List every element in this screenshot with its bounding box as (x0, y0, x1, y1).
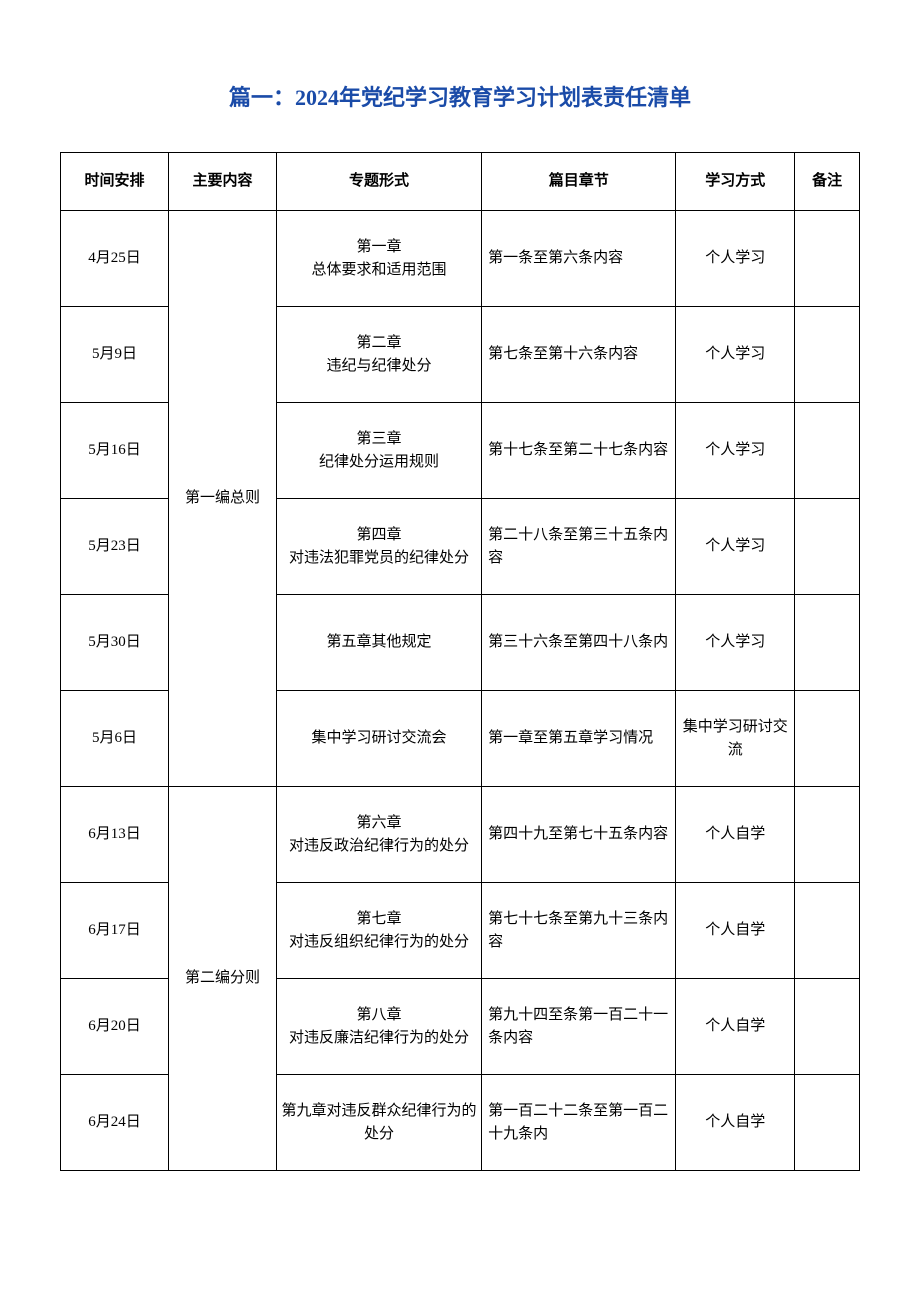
cell-date: 5月9日 (61, 307, 169, 403)
schedule-table: 时间安排 主要内容 专题形式 篇目章节 学习方式 备注 4月25日 第一编总则 … (60, 152, 860, 1171)
header-content: 主要内容 (168, 153, 276, 211)
cell-remark (795, 979, 860, 1075)
cell-group-content: 第一编总则 (168, 211, 276, 787)
cell-group-content: 第二编分则 (168, 787, 276, 1171)
cell-remark (795, 499, 860, 595)
cell-method: 个人自学 (676, 883, 795, 979)
cell-chapter: 第九十四至条第一百二十一条内容 (482, 979, 676, 1075)
header-date: 时间安排 (61, 153, 169, 211)
cell-topic: 第八章对违反廉洁纪律行为的处分 (276, 979, 481, 1075)
cell-chapter: 第七十七条至第九十三条内容 (482, 883, 676, 979)
cell-remark (795, 691, 860, 787)
cell-date: 5月30日 (61, 595, 169, 691)
header-remark: 备注 (795, 153, 860, 211)
cell-remark (795, 595, 860, 691)
cell-date: 6月17日 (61, 883, 169, 979)
cell-date: 6月20日 (61, 979, 169, 1075)
cell-method: 个人学习 (676, 307, 795, 403)
cell-date: 4月25日 (61, 211, 169, 307)
cell-remark (795, 403, 860, 499)
header-topic: 专题形式 (276, 153, 481, 211)
cell-chapter: 第二十八条至第三十五条内容 (482, 499, 676, 595)
cell-method: 个人学习 (676, 499, 795, 595)
cell-topic: 第六章对违反政治纪律行为的处分 (276, 787, 481, 883)
cell-remark (795, 1075, 860, 1171)
cell-date: 6月24日 (61, 1075, 169, 1171)
cell-topic: 第三章纪律处分运用规则 (276, 403, 481, 499)
cell-topic: 第二章违纪与纪律处分 (276, 307, 481, 403)
cell-remark (795, 883, 860, 979)
document-title: 篇一：2024年党纪学习教育学习计划表责任清单 (60, 80, 860, 112)
cell-date: 5月16日 (61, 403, 169, 499)
cell-chapter: 第四十九至第七十五条内容 (482, 787, 676, 883)
cell-method: 个人自学 (676, 1075, 795, 1171)
cell-remark (795, 307, 860, 403)
cell-topic: 第一章总体要求和适用范围 (276, 211, 481, 307)
cell-topic: 第四章对违法犯罪党员的纪律处分 (276, 499, 481, 595)
cell-method: 集中学习研讨交流 (676, 691, 795, 787)
header-chapter: 篇目章节 (482, 153, 676, 211)
cell-topic: 集中学习研讨交流会 (276, 691, 481, 787)
cell-method: 个人学习 (676, 211, 795, 307)
cell-topic: 第五章其他规定 (276, 595, 481, 691)
cell-date: 6月13日 (61, 787, 169, 883)
cell-topic: 第七章对违反组织纪律行为的处分 (276, 883, 481, 979)
table-header-row: 时间安排 主要内容 专题形式 篇目章节 学习方式 备注 (61, 153, 860, 211)
cell-chapter: 第七条至第十六条内容 (482, 307, 676, 403)
cell-topic: 第九章对违反群众纪律行为的处分 (276, 1075, 481, 1171)
cell-chapter: 第一条至第六条内容 (482, 211, 676, 307)
table-row: 4月25日 第一编总则 第一章总体要求和适用范围 第一条至第六条内容 个人学习 (61, 211, 860, 307)
cell-method: 个人学习 (676, 403, 795, 499)
cell-chapter: 第十七条至第二十七条内容 (482, 403, 676, 499)
cell-remark (795, 787, 860, 883)
cell-chapter: 第三十六条至第四十八条内 (482, 595, 676, 691)
cell-method: 个人学习 (676, 595, 795, 691)
cell-remark (795, 211, 860, 307)
cell-chapter: 第一章至第五章学习情况 (482, 691, 676, 787)
cell-chapter: 第一百二十二条至第一百二十九条内 (482, 1075, 676, 1171)
cell-method: 个人自学 (676, 787, 795, 883)
header-method: 学习方式 (676, 153, 795, 211)
cell-date: 5月6日 (61, 691, 169, 787)
cell-date: 5月23日 (61, 499, 169, 595)
cell-method: 个人自学 (676, 979, 795, 1075)
table-row: 6月13日 第二编分则 第六章对违反政治纪律行为的处分 第四十九至第七十五条内容… (61, 787, 860, 883)
